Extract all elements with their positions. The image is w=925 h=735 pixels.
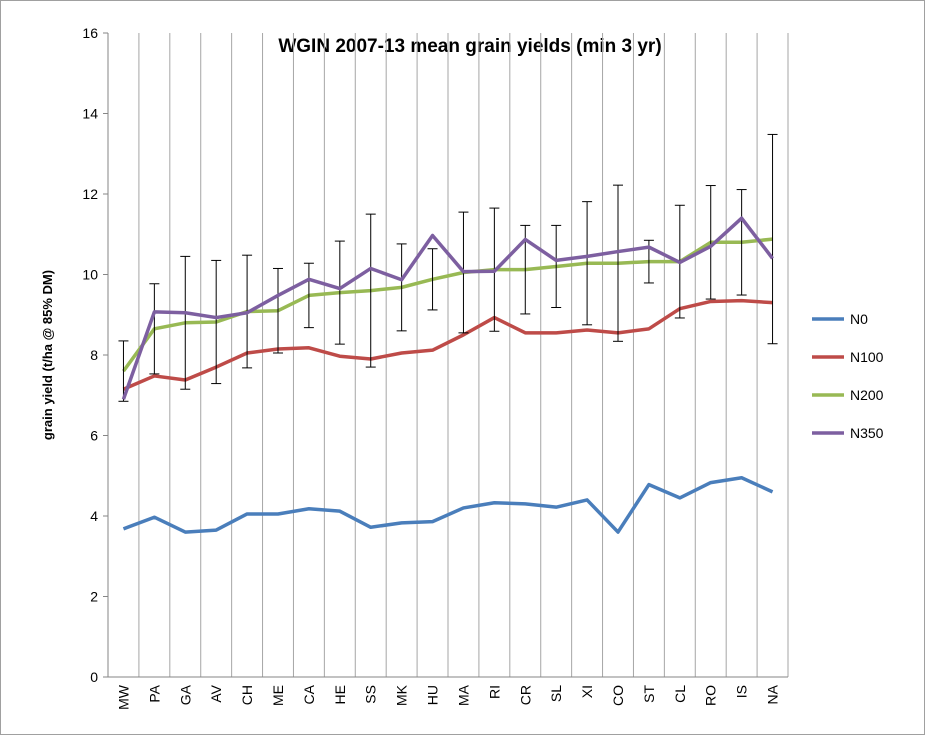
x-tick-label: CO	[610, 685, 626, 706]
x-tick-label: XI	[579, 685, 595, 698]
x-tick-label: PA	[146, 684, 162, 702]
error-bar	[149, 283, 160, 375]
error-bar	[211, 259, 222, 385]
y-axis-label: grain yield (t/ha @ 85% DM)	[40, 270, 55, 440]
series-line	[122, 298, 773, 391]
x-tick-label: MA	[455, 684, 471, 706]
y-tick-label: 14	[82, 106, 98, 122]
x-tick-label: RO	[703, 685, 719, 706]
y-tick-label: 10	[82, 267, 98, 283]
error-bar	[582, 201, 593, 326]
x-tick-label: GA	[177, 684, 193, 705]
x-tick-label: MK	[394, 684, 410, 706]
error-bar	[273, 267, 283, 354]
y-tick-label: 0	[90, 669, 98, 685]
y-tick-label: 4	[90, 508, 98, 524]
x-tick-label: HE	[332, 685, 348, 704]
series-line	[122, 476, 774, 534]
x-tick-label: HU	[425, 685, 441, 705]
y-tick-label: 12	[82, 186, 98, 202]
error-bar	[705, 185, 716, 300]
x-tick-label: IS	[734, 685, 750, 698]
error-bar	[767, 133, 778, 345]
chart-title: WGIN 2007-13 mean grain yields (min 3 yr…	[278, 36, 661, 57]
x-tick-label: SS	[363, 685, 379, 704]
y-tick-label: 8	[90, 347, 98, 363]
x-tick-label: CA	[301, 684, 317, 704]
error-bar	[180, 255, 191, 390]
error-bar	[551, 224, 562, 309]
legend-label: N0	[850, 311, 868, 327]
legend-label: N350	[850, 425, 884, 441]
error-bar	[613, 184, 623, 342]
y-tick-label: 16	[82, 25, 98, 41]
x-tick-label: CR	[517, 685, 533, 705]
x-tick-label: MW	[115, 684, 131, 710]
error-bar	[736, 189, 747, 296]
x-tick-label: SL	[548, 685, 564, 702]
y-tick-label: 2	[90, 589, 98, 605]
x-tick-label: CH	[239, 685, 255, 705]
error-bar	[118, 340, 129, 402]
error-bar	[396, 243, 407, 332]
x-tick-label: ST	[641, 685, 657, 703]
error-bar	[427, 248, 438, 311]
error-bar	[334, 240, 345, 345]
x-tick-label: CL	[672, 685, 688, 703]
x-tick-label: AV	[208, 684, 224, 702]
error-bar	[303, 262, 314, 329]
x-tick-label: ME	[270, 685, 286, 706]
error-bar	[365, 213, 376, 368]
y-tick-label: 6	[90, 428, 98, 444]
legend-label: N200	[850, 387, 884, 403]
legend-label: N100	[850, 349, 884, 365]
x-tick-label: NA	[765, 684, 781, 704]
x-tick-label: RI	[486, 685, 502, 699]
series-line	[121, 216, 774, 400]
